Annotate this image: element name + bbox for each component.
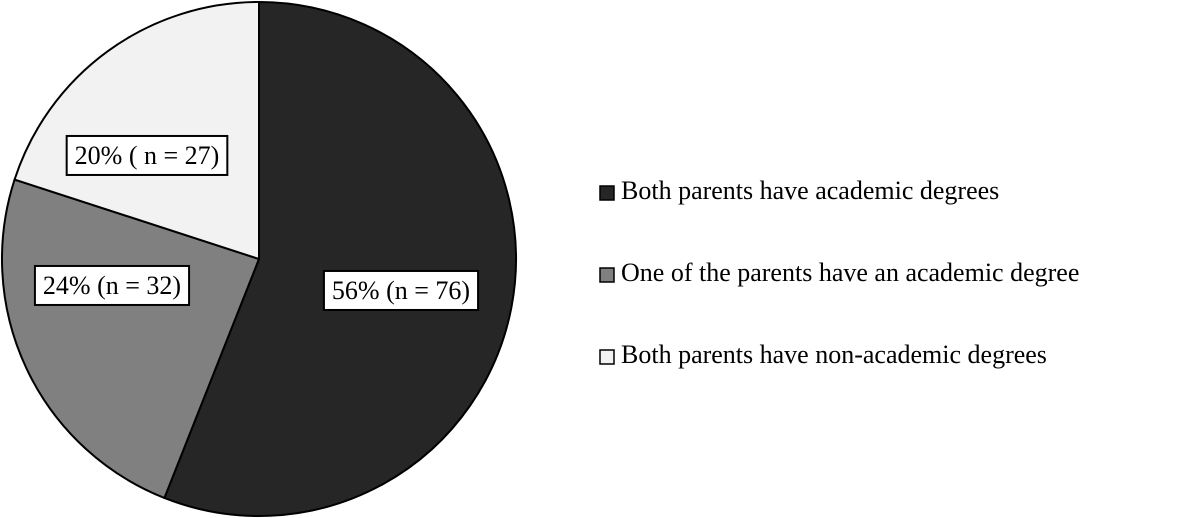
label-box	[33, 264, 191, 306]
legend-swatch	[599, 267, 615, 283]
legend-label: Both parents have non-academic degrees	[621, 340, 1047, 369]
legend-label: Both parents have academic degrees	[621, 176, 999, 205]
data-label: 24% (n = 32)	[43, 271, 181, 300]
legend-swatch	[599, 185, 615, 201]
pie-slice	[1, 178, 261, 500]
pie-slice	[13, 0, 260, 261]
label-box	[65, 134, 229, 176]
data-label: 56% (n = 76)	[332, 276, 470, 305]
data-label: 20% ( n = 27)	[75, 141, 220, 170]
label-box	[322, 269, 480, 311]
legend-label: One of the parents have an academic degr…	[621, 258, 1079, 287]
legend-swatch	[599, 349, 615, 365]
pie-slice	[163, 0, 517, 517]
